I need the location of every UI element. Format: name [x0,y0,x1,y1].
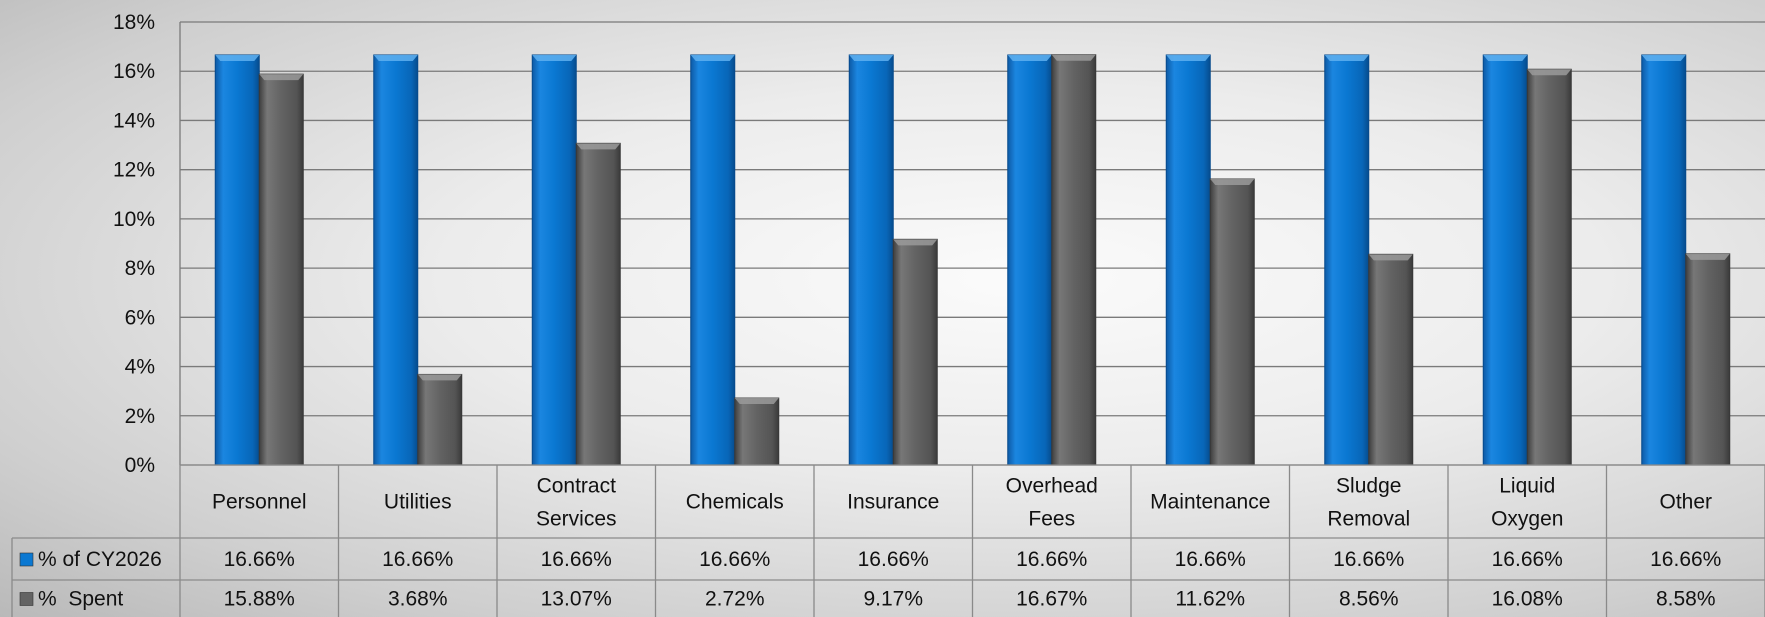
bar-spent [417,373,463,466]
y-tick-label: 2% [125,405,155,428]
bar-spent [1526,68,1572,466]
y-tick-label: 12% [113,159,155,182]
data-label: 16.66% [1175,548,1246,571]
bar-budget [1641,54,1687,466]
data-label: 16.66% [1492,548,1563,571]
category-label: Personnel [212,491,307,514]
bar-budget [214,54,260,466]
bar-budget [531,54,577,466]
y-tick-label: 0% [125,454,155,477]
data-label: 16.67% [1016,588,1087,611]
y-tick-label: 4% [125,356,155,379]
data-label: 11.62% [1175,588,1245,611]
data-label: 16.66% [224,548,295,571]
data-label: 2.72% [705,588,765,611]
bar-budget [1165,54,1211,466]
y-tick-label: 10% [113,208,155,231]
data-label: 16.66% [1016,548,1087,571]
data-label: 16.66% [1650,548,1721,571]
data-label: 15.88% [224,588,295,611]
bar-spent [892,238,938,466]
category-label: Chemicals [686,491,784,514]
category-label: Liquid Oxygen [1491,475,1563,531]
bars [214,54,1731,466]
legend-label: % Spent [38,588,123,611]
data-label: 8.58% [1656,588,1716,611]
bar-spent [575,142,621,466]
bar-budget [1007,54,1053,466]
data-label: 3.68% [388,588,448,611]
bar-spent [1051,54,1097,466]
bar-budget [690,54,736,466]
category-label: Sludge Removal [1327,475,1410,531]
category-label: Other [1659,491,1712,514]
y-tick-label: 6% [125,306,155,329]
data-table: Personnel Utilities Contract Services Chemic… [11,464,1765,617]
bar-budget [1482,54,1528,466]
category-label: Maintenance [1150,491,1270,514]
bar-budget [848,54,894,466]
legend-key [19,552,34,567]
y-tick-label: 8% [125,257,155,280]
bar-budget [1324,54,1370,466]
bar-spent [734,397,780,466]
data-label: 16.66% [858,548,929,571]
y-axis-ticks: 0% 2% 4% 6% 8% 10% 12% 14% 16% 18% [113,11,155,477]
data-label: 13.07% [541,588,612,611]
category-label: Contract Services [536,475,617,531]
bar-spent [258,73,304,466]
category-label: Overhead Fees [1006,475,1098,531]
data-label: 16.66% [382,548,453,571]
bar-budget [373,54,419,466]
category-label: Utilities [384,491,452,514]
legend-key [19,592,34,606]
data-label: 9.17% [863,588,923,611]
data-label: 16.08% [1492,588,1563,611]
y-tick-label: 16% [113,60,155,83]
data-label: 8.56% [1339,588,1399,611]
legend-label: % of CY2026 [38,548,162,571]
y-tick-label: 14% [113,109,155,132]
y-tick-label: 18% [113,11,155,34]
data-label: 16.66% [1333,548,1404,571]
data-label: 16.66% [699,548,770,571]
bar-spent [1368,253,1414,466]
data-label: 16.66% [541,548,612,571]
category-label: Insurance [847,491,939,514]
bar-spent [1685,253,1731,466]
bar-spent [1209,178,1255,466]
